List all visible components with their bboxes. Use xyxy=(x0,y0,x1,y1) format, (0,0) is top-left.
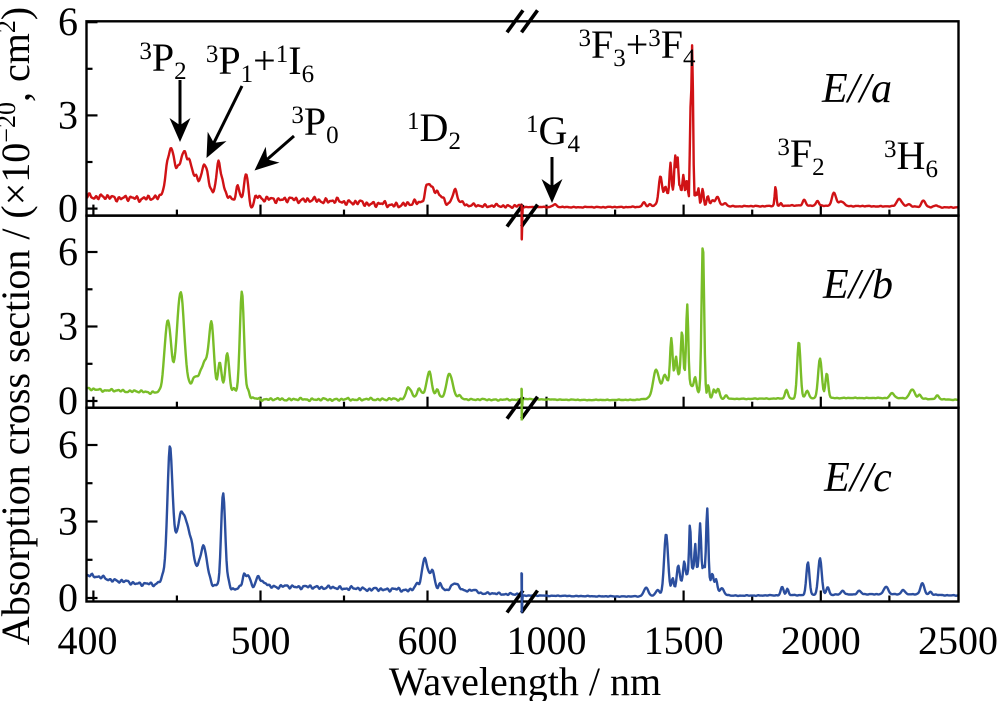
svg-text:Absorption cross section / (×1: Absorption cross section / (×10−20, cm2) xyxy=(0,7,38,645)
svg-text:3: 3 xyxy=(58,92,78,137)
svg-text:E//c: E//c xyxy=(823,455,892,501)
svg-text:E//b: E//b xyxy=(822,262,893,308)
svg-text:3F3+3F4: 3F3+3F4 xyxy=(578,22,696,72)
svg-text:600: 600 xyxy=(398,618,458,663)
svg-text:3P1+1I6: 3P1+1I6 xyxy=(206,38,314,88)
svg-text:0: 0 xyxy=(58,378,78,423)
svg-text:3F2: 3F2 xyxy=(777,131,824,181)
svg-text:0: 0 xyxy=(58,575,78,620)
svg-text:6: 6 xyxy=(58,229,78,274)
svg-text:3: 3 xyxy=(58,499,78,544)
svg-text:2500: 2500 xyxy=(918,618,998,663)
svg-text:3P2: 3P2 xyxy=(139,35,186,85)
svg-text:E//a: E//a xyxy=(821,66,892,112)
svg-text:Wavelength / nm: Wavelength / nm xyxy=(389,659,661,701)
svg-text:3P0: 3P0 xyxy=(291,99,338,149)
svg-text:400: 400 xyxy=(58,618,118,663)
svg-text:1D2: 1D2 xyxy=(407,105,461,155)
svg-text:3H6: 3H6 xyxy=(884,133,938,183)
svg-text:0: 0 xyxy=(58,186,78,231)
svg-text:6: 6 xyxy=(58,0,78,44)
svg-text:3: 3 xyxy=(58,304,78,349)
svg-text:1000: 1000 xyxy=(507,618,587,663)
svg-text:500: 500 xyxy=(231,618,291,663)
svg-text:1500: 1500 xyxy=(644,618,724,663)
svg-text:6: 6 xyxy=(58,422,78,467)
svg-text:1G4: 1G4 xyxy=(526,108,580,158)
svg-text:2000: 2000 xyxy=(781,618,861,663)
